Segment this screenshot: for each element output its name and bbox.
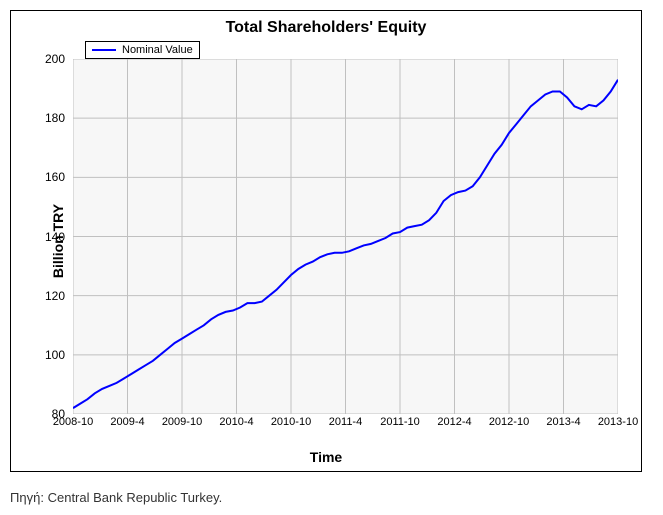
x-tick-label: 2009-4 [110, 416, 144, 428]
source-prefix: Πηγή: [10, 490, 44, 505]
x-tick-label: 2013-10 [598, 416, 638, 428]
y-tick-label: 200 [45, 52, 65, 66]
x-tick-label: 2011-10 [380, 416, 420, 428]
x-ticks: 2008-102009-42009-102010-42010-102011-42… [73, 414, 618, 434]
source-text: Central Bank Republic Turkey. [48, 490, 223, 505]
x-tick-label: 2010-10 [271, 416, 311, 428]
x-tick-label: 2012-4 [437, 416, 471, 428]
x-tick-label: 2010-4 [219, 416, 253, 428]
chart-title: Total Shareholders' Equity [11, 11, 641, 37]
legend: Nominal Value [85, 41, 200, 59]
x-tick-label: 2008-10 [53, 416, 93, 428]
y-tick-label: 100 [45, 348, 65, 362]
source-line: Πηγή: Central Bank Republic Turkey. [10, 490, 653, 505]
x-axis-label: Time [310, 449, 342, 465]
y-tick-label: 140 [45, 230, 65, 244]
y-tick-label: 180 [45, 111, 65, 125]
plot-area [73, 59, 618, 414]
y-tick-label: 160 [45, 170, 65, 184]
chart-svg [73, 59, 618, 414]
y-ticks: 80100120140160180200 [11, 59, 69, 414]
x-tick-label: 2012-10 [489, 416, 529, 428]
x-tick-label: 2011-4 [329, 416, 362, 428]
x-tick-label: 2009-10 [162, 416, 202, 428]
y-tick-label: 120 [45, 289, 65, 303]
legend-label: Nominal Value [122, 44, 193, 56]
legend-swatch [92, 49, 116, 51]
chart-frame: Total Shareholders' Equity Nominal Value… [10, 10, 642, 472]
x-tick-label: 2013-4 [546, 416, 580, 428]
